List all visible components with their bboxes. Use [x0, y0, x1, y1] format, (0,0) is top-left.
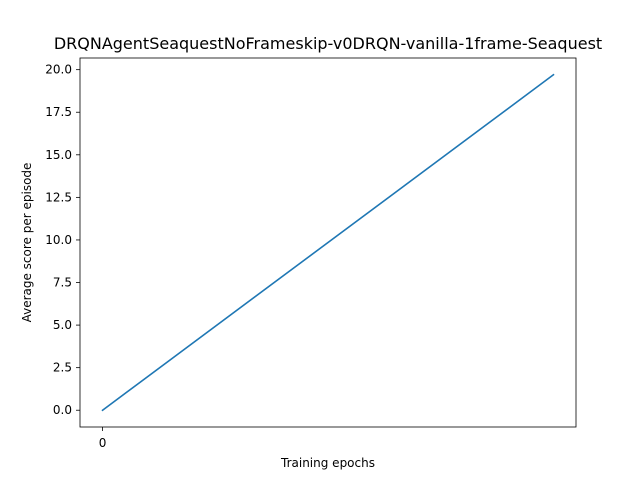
- series-layer: [101, 73, 555, 412]
- y-axis-label: Average score per episode: [20, 163, 34, 323]
- y-tick-label-9: 20.0: [45, 63, 72, 77]
- x-tick-label-1: 0: [99, 436, 107, 450]
- y-tick-label-2: 2.5: [53, 361, 72, 375]
- chart-title: DRQNAgentSeaquestNoFrameskip-v0DRQN-vani…: [54, 34, 602, 53]
- y-tick-label-7: 15.0: [45, 148, 72, 162]
- y-tick-label-1: 0.0: [53, 403, 72, 417]
- y-tick-label-5: 10.0: [45, 233, 72, 247]
- x-axis-label: Training epochs: [280, 456, 375, 470]
- y-tick-label-6: 12.5: [45, 190, 72, 204]
- y-tick-label-4: 7.5: [53, 276, 72, 290]
- x-axis-ticks: 0: [99, 427, 107, 450]
- series-line-1: [101, 73, 555, 412]
- plot-area-frame: [79, 57, 577, 428]
- y-tick-label-8: 17.5: [45, 105, 72, 119]
- y-tick-label-3: 5.0: [53, 318, 72, 332]
- y-axis-ticks: 0.0 2.5 5.0 7.5 10.0 12.5 15.0 17.5 20.0: [45, 63, 80, 417]
